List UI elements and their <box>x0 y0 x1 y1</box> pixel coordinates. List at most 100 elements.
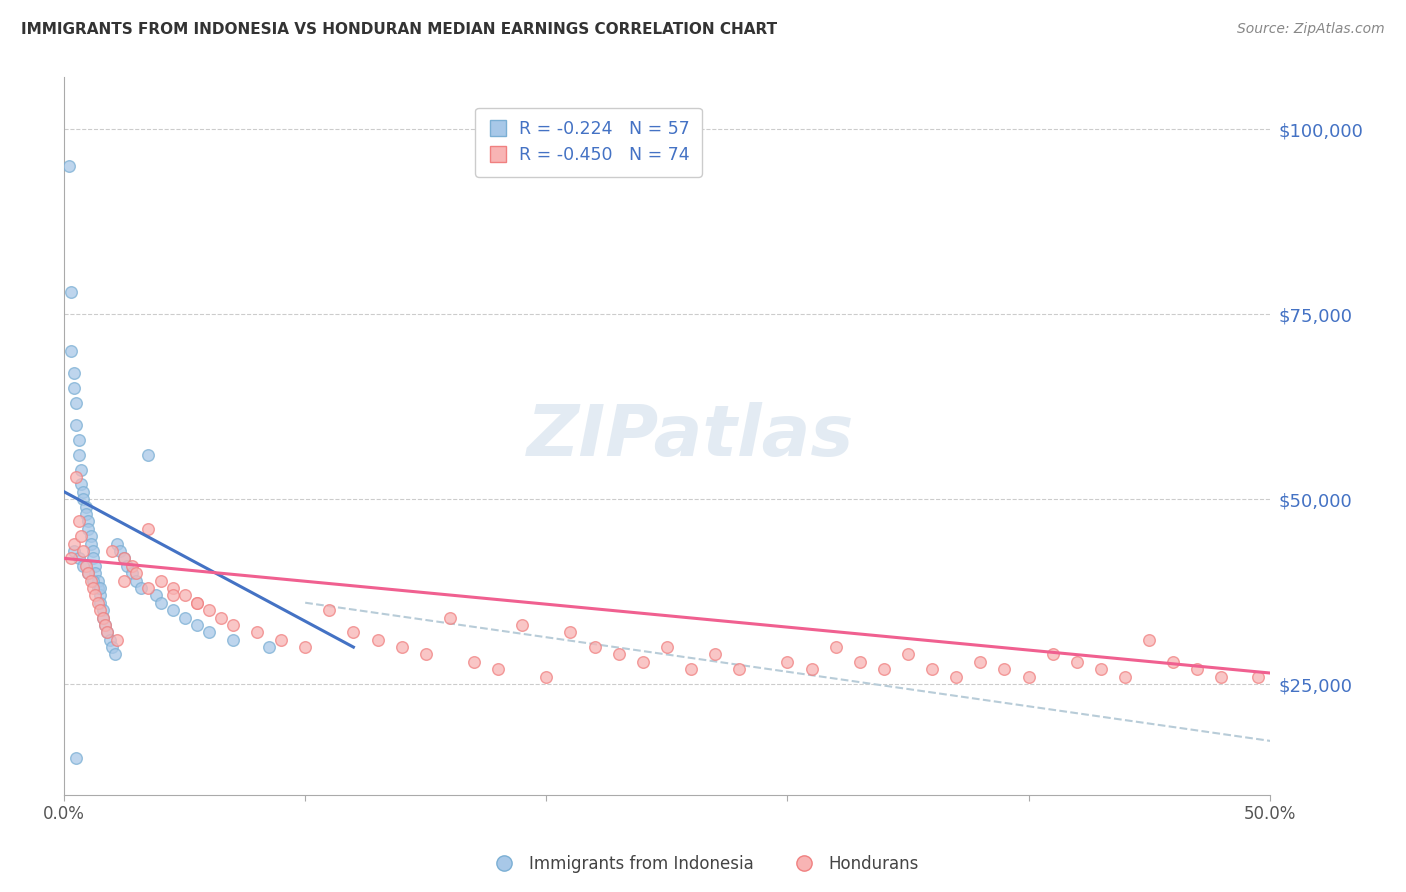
Point <box>510 618 533 632</box>
Point <box>91 603 114 617</box>
Point <box>79 529 101 543</box>
Point <box>115 558 138 573</box>
Point <box>101 544 124 558</box>
Point <box>129 581 152 595</box>
Point <box>82 551 104 566</box>
Point <box>77 514 100 528</box>
Point <box>96 625 118 640</box>
Point <box>72 484 94 499</box>
Point <box>112 551 135 566</box>
Point <box>138 522 160 536</box>
Point <box>89 581 111 595</box>
Point <box>873 662 896 676</box>
Point <box>186 596 208 610</box>
Legend: Immigrants from Indonesia, Hondurans: Immigrants from Indonesia, Hondurans <box>481 848 925 880</box>
Point <box>65 751 87 765</box>
Point <box>138 581 160 595</box>
Point <box>87 596 110 610</box>
Point <box>294 640 316 654</box>
Point <box>70 477 93 491</box>
Point <box>969 655 991 669</box>
Point <box>391 640 413 654</box>
Point <box>439 610 461 624</box>
Point <box>415 648 437 662</box>
Point <box>62 544 84 558</box>
Point <box>121 558 143 573</box>
Point <box>65 418 87 433</box>
Point <box>367 632 389 647</box>
Point <box>1187 662 1209 676</box>
Point <box>89 596 111 610</box>
Point <box>1042 648 1064 662</box>
Point <box>162 603 184 617</box>
Point <box>98 632 121 647</box>
Point <box>70 462 93 476</box>
Point <box>246 625 269 640</box>
Point <box>149 596 172 610</box>
Point <box>145 588 167 602</box>
Point <box>91 610 114 624</box>
Point <box>1090 662 1112 676</box>
Point <box>82 574 104 588</box>
Point <box>162 588 184 602</box>
Point <box>70 529 93 543</box>
Text: ZIPatlas: ZIPatlas <box>527 401 855 471</box>
Point <box>84 566 107 581</box>
Point <box>67 514 90 528</box>
Point <box>138 448 160 462</box>
Point <box>58 159 80 173</box>
Point <box>60 344 83 359</box>
Point <box>60 551 83 566</box>
Point <box>79 536 101 550</box>
Point <box>186 596 208 610</box>
Point <box>824 640 846 654</box>
Point <box>105 632 128 647</box>
Point <box>1161 655 1184 669</box>
Point <box>342 625 364 640</box>
Point <box>87 581 110 595</box>
Point <box>62 381 84 395</box>
Point <box>82 581 104 595</box>
Point <box>1246 670 1268 684</box>
Text: Source: ZipAtlas.com: Source: ZipAtlas.com <box>1237 22 1385 37</box>
Point <box>1114 670 1136 684</box>
Point <box>112 574 135 588</box>
Point <box>945 670 967 684</box>
Point <box>1137 632 1160 647</box>
Point <box>270 632 292 647</box>
Point <box>222 632 245 647</box>
Point <box>800 662 823 676</box>
Text: IMMIGRANTS FROM INDONESIA VS HONDURAN MEDIAN EARNINGS CORRELATION CHART: IMMIGRANTS FROM INDONESIA VS HONDURAN ME… <box>21 22 778 37</box>
Point <box>1211 670 1233 684</box>
Point <box>149 574 172 588</box>
Point <box>75 558 97 573</box>
Point <box>87 574 110 588</box>
Point <box>318 603 340 617</box>
Point <box>65 396 87 410</box>
Point <box>94 618 117 632</box>
Point <box>197 625 219 640</box>
Point <box>112 551 135 566</box>
Point <box>101 640 124 654</box>
Point <box>776 655 799 669</box>
Point <box>84 588 107 602</box>
Point <box>82 544 104 558</box>
Point <box>655 640 678 654</box>
Point <box>186 618 208 632</box>
Point <box>79 574 101 588</box>
Point <box>104 648 127 662</box>
Point <box>72 492 94 507</box>
Point <box>897 648 920 662</box>
Point <box>77 522 100 536</box>
Point <box>728 662 751 676</box>
Point <box>583 640 606 654</box>
Point <box>67 551 90 566</box>
Point <box>1018 670 1040 684</box>
Point <box>75 507 97 521</box>
Point <box>72 544 94 558</box>
Point <box>67 433 90 447</box>
Point <box>209 610 232 624</box>
Point <box>77 566 100 581</box>
Point <box>679 662 702 676</box>
Point <box>94 618 117 632</box>
